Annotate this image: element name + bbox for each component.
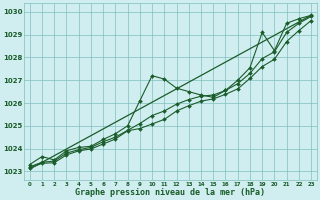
X-axis label: Graphe pression niveau de la mer (hPa): Graphe pression niveau de la mer (hPa) (76, 188, 266, 197)
